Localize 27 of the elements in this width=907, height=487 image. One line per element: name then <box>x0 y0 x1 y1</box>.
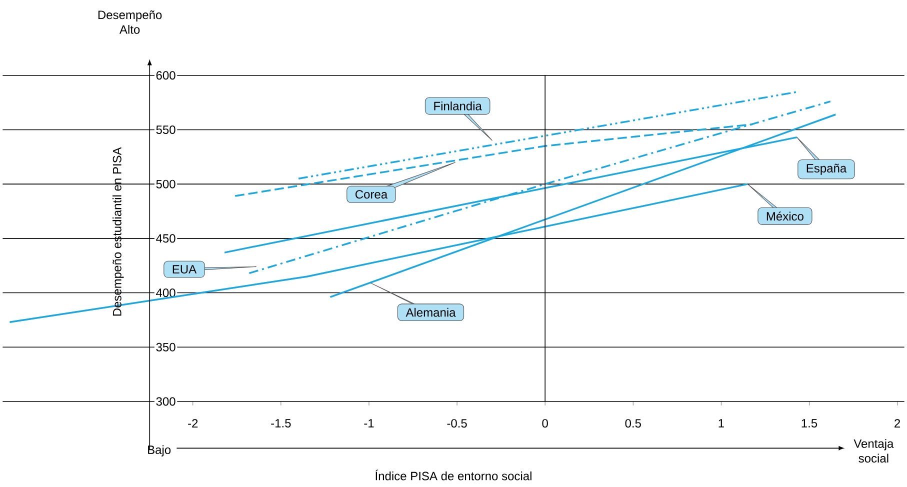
x-tick-label: 1 <box>718 419 724 428</box>
y-tick-label: 300 <box>156 397 176 406</box>
text: Desempeño Alto <box>98 10 162 34</box>
x-tick-label: 1.5 <box>802 419 818 428</box>
x-axis-title: Índice PISA de entorno social <box>376 470 532 480</box>
x-tick-label: -1 <box>364 419 374 428</box>
annotation: Finlandia <box>434 102 482 110</box>
annotation: EUA <box>172 265 197 274</box>
x-tick-label: 0 <box>542 419 548 428</box>
x-tick-label: -1.5 <box>271 419 291 428</box>
y-tick-label: 350 <box>156 342 176 352</box>
annotation: Corea <box>355 190 388 199</box>
x-tick-label: 2 <box>894 419 900 428</box>
y-axis-title: Desempeño estudiantil en PISA <box>112 147 124 316</box>
annotation: España <box>806 164 847 175</box>
annotation: México <box>766 212 804 221</box>
y-tick-label: 600 <box>156 71 176 80</box>
text: Bajo <box>148 445 171 457</box>
y-tick-label: 400 <box>156 288 176 298</box>
x-tick-label: 0.5 <box>625 419 641 428</box>
y-tick-label: 500 <box>156 180 176 188</box>
annotation: Alemania <box>406 308 456 317</box>
x-tick-label: -0.5 <box>447 419 467 428</box>
y-tick-label: 550 <box>156 126 176 134</box>
y-tick-label: 450 <box>156 234 176 243</box>
text: Ventaja social <box>854 439 894 463</box>
x-tick-label: -2 <box>188 419 198 428</box>
